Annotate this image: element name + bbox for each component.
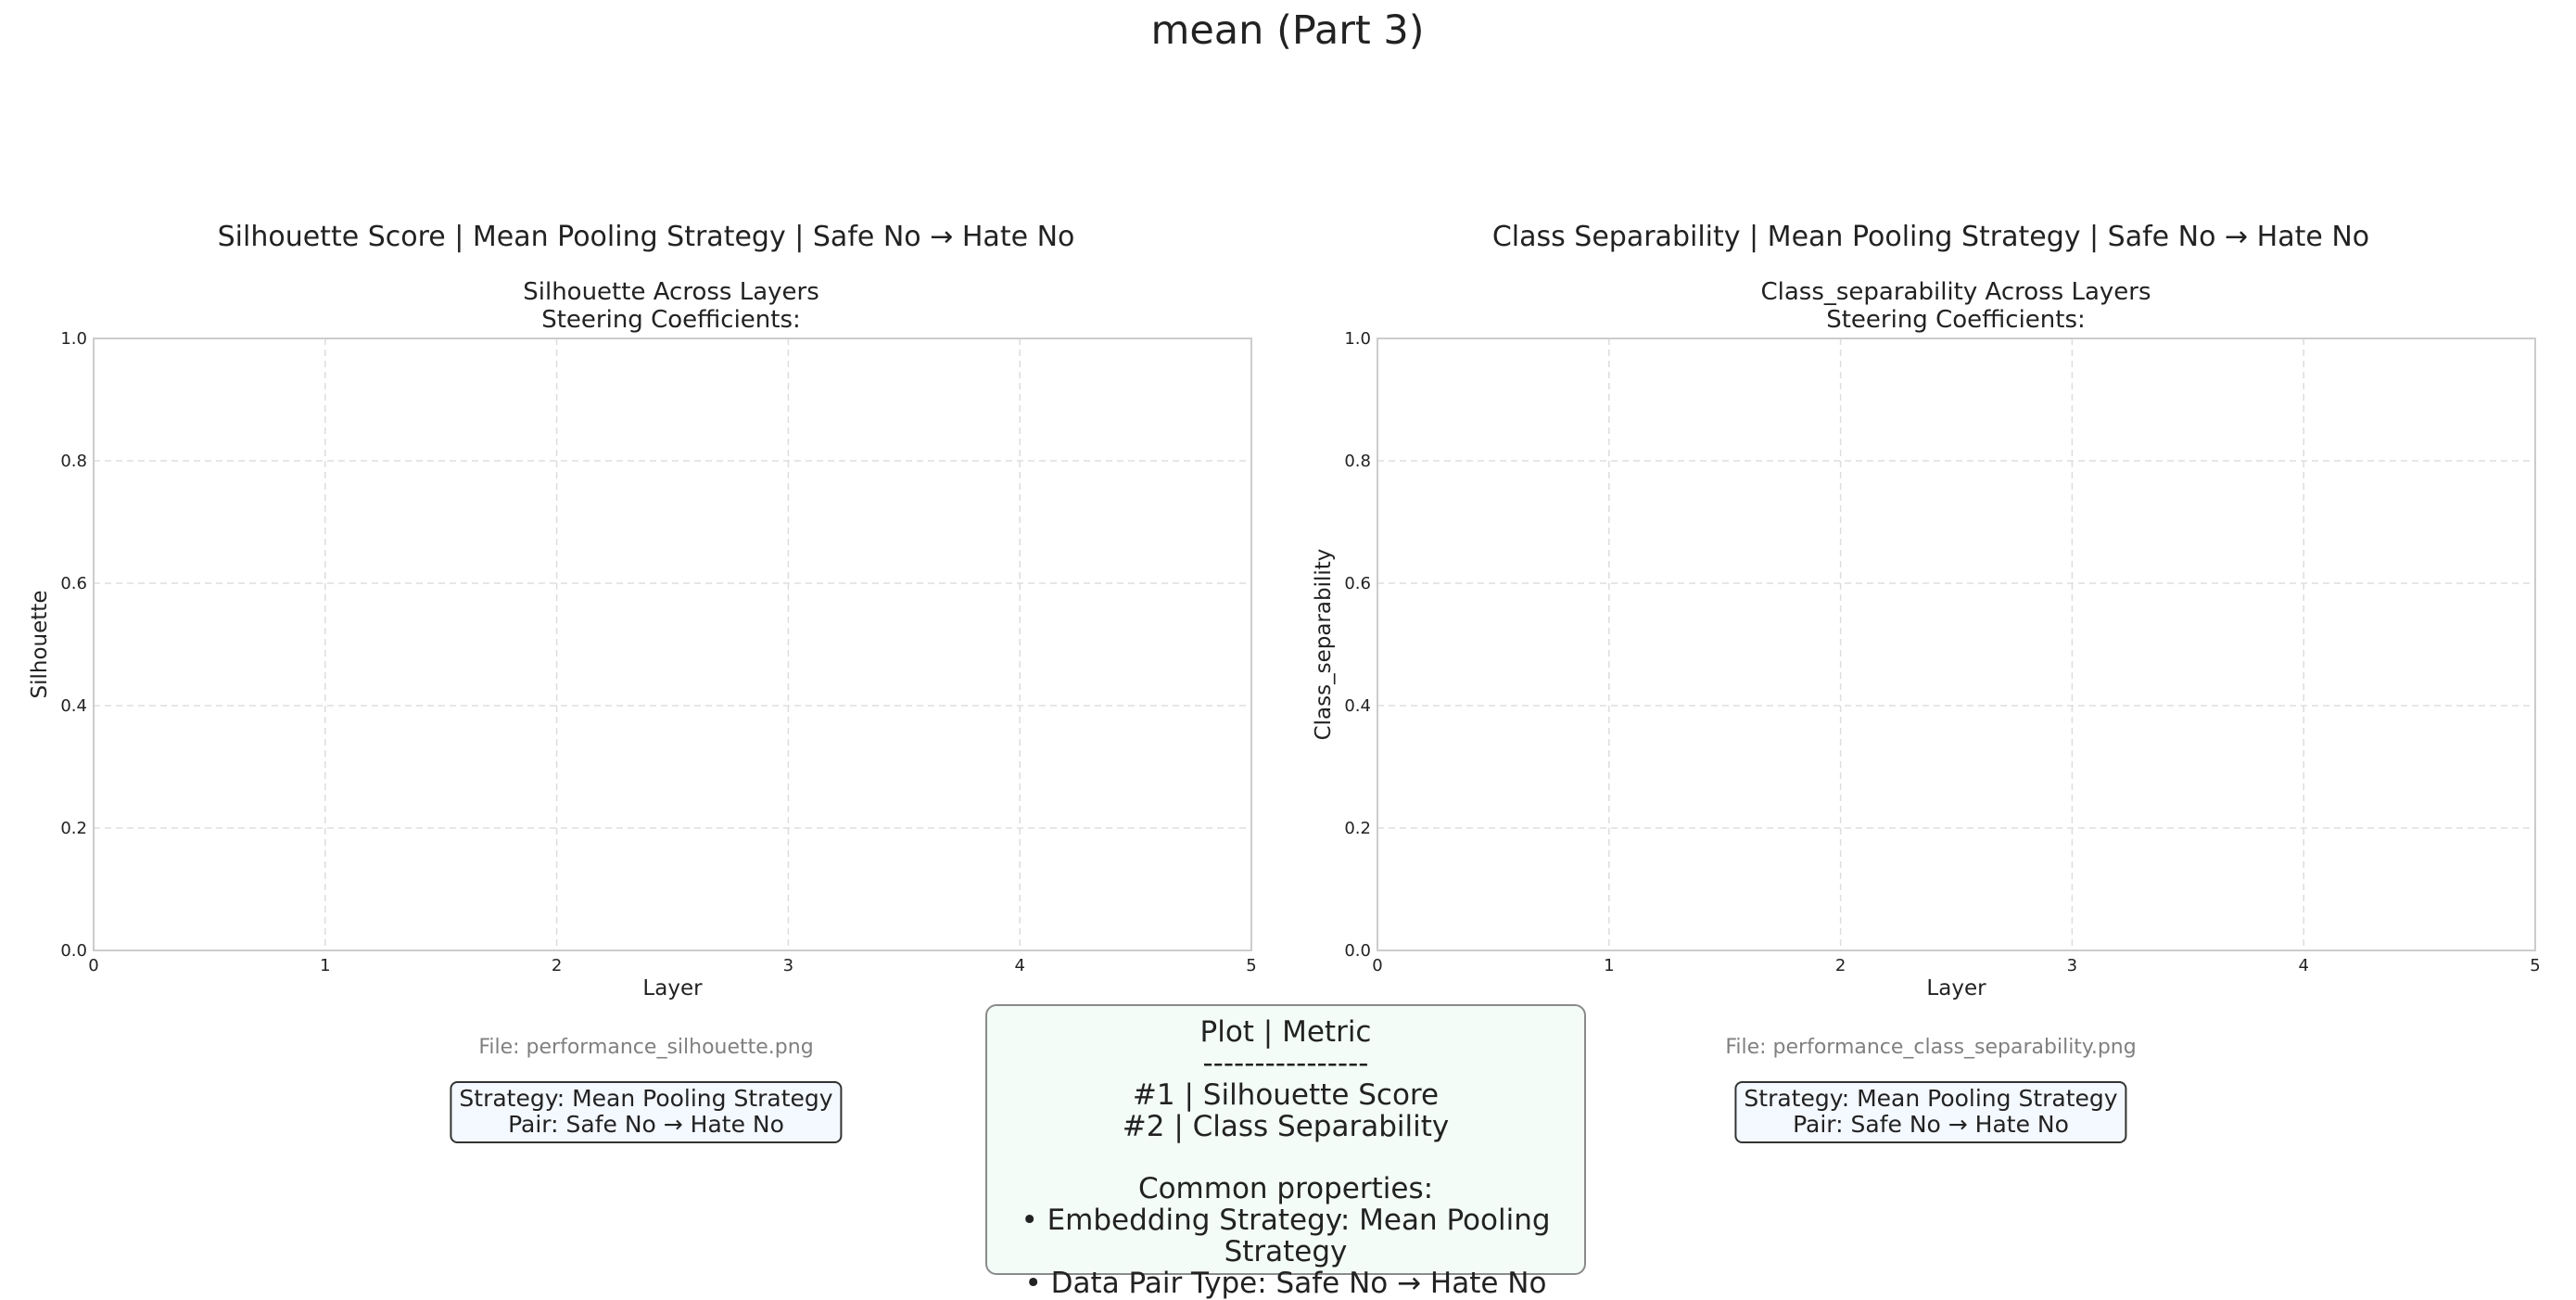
silhouette-x-tick-label: 3 bbox=[783, 956, 793, 975]
plots-canvas: 0 1 2 3 4 5 0.0 0.2 0.4 0.6 0.8 1.0 Layer Silhouette 0… bbox=[28, 329, 2541, 1000]
legend-common-item: • Embedding Strategy: Mean Pooling Strat… bbox=[1021, 1204, 1551, 1268]
class-separability-y-tick-label: 0.4 bbox=[1344, 696, 1371, 716]
class-separability-x-tick-label: 5 bbox=[2530, 956, 2540, 975]
legend-common-header: Common properties: bbox=[1137, 1172, 1434, 1205]
class-separability-chart-title: Class_separability Across Layers bbox=[1760, 278, 2151, 306]
class-separability-y-tick-label: 0.2 bbox=[1344, 819, 1371, 838]
silhouette-axes-frame bbox=[93, 338, 1252, 951]
silhouette-x-tick-label: 5 bbox=[1246, 956, 1256, 975]
silhouette-y-tick-label: 0.6 bbox=[60, 574, 87, 593]
silhouette-chart-subtitle: Steering Coefficients: bbox=[541, 306, 801, 334]
class-separability-y-tick-label: 1.0 bbox=[1344, 329, 1371, 349]
legend-row: #1 | Silhouette Score bbox=[1132, 1078, 1440, 1112]
silhouette-y-tick-label: 0.0 bbox=[60, 941, 87, 961]
class-separability-y-tick-label: 0.0 bbox=[1344, 941, 1371, 961]
class-separability-y-axis-label: Class_separability bbox=[1312, 549, 1336, 741]
silhouette-y-tick-label: 1.0 bbox=[60, 329, 87, 349]
class-separability-strategy-text: Strategy: Mean Pooling Strategy bbox=[1744, 1085, 2118, 1112]
legend-divider: ---------------- bbox=[1202, 1047, 1369, 1080]
silhouette-x-tick-label: 4 bbox=[1014, 956, 1024, 975]
silhouette-panel-title: Silhouette Score | Mean Pooling Strategy… bbox=[217, 221, 1075, 253]
silhouette-y-axis-label: Silhouette bbox=[28, 591, 52, 699]
silhouette-x-tick-label: 2 bbox=[552, 956, 562, 975]
silhouette-info-box: Strategy: Mean Pooling Strategy Pair: Sa… bbox=[450, 1081, 843, 1143]
silhouette-strategy-text: Strategy: Mean Pooling Strategy bbox=[459, 1085, 833, 1112]
silhouette-pair-text: Pair: Safe No → Hate No bbox=[508, 1111, 784, 1138]
class-separability-x-tick-label: 3 bbox=[2067, 956, 2077, 975]
class-separability-info-box: Strategy: Mean Pooling Strategy Pair: Sa… bbox=[1734, 1081, 2127, 1143]
class-separability-chart-subtitle: Steering Coefficients: bbox=[1826, 306, 2086, 334]
class-separability-x-tick-label: 4 bbox=[2298, 956, 2308, 975]
legend-header: Plot | Metric bbox=[1199, 1015, 1372, 1049]
silhouette-subtitle: Silhouette Across Layers Steering Coeffi… bbox=[523, 278, 819, 334]
silhouette-y-tick-label: 0.8 bbox=[60, 452, 87, 471]
silhouette-x-axis-label: Layer bbox=[642, 976, 703, 1000]
silhouette-x-tick-label: 1 bbox=[320, 956, 330, 975]
legend-row: #2 | Class Separability bbox=[1122, 1110, 1450, 1143]
class-separability-subtitle: Class_separability Across Layers Steerin… bbox=[1760, 278, 2151, 334]
class-separability-panel-title: Class Separability | Mean Pooling Strate… bbox=[1491, 221, 2370, 253]
figure-title: mean (Part 3) bbox=[1150, 7, 1425, 54]
legend-common-item: • Data Pair Type: Safe No → Hate No bbox=[1024, 1267, 1547, 1300]
summary-legend-box: Plot | Metric ---------------- #1 | Silh… bbox=[985, 1004, 1586, 1299]
class-separability-x-tick-label: 2 bbox=[1835, 956, 1846, 975]
silhouette-file-label: File: performance_silhouette.png bbox=[478, 1036, 814, 1059]
class-separability-y-tick-label: 0.8 bbox=[1344, 452, 1371, 471]
silhouette-y-tick-label: 0.4 bbox=[60, 696, 87, 716]
silhouette-x-tick-label: 0 bbox=[88, 956, 98, 975]
class-separability-x-tick-label: 0 bbox=[1372, 956, 1382, 975]
class-separability-file-label: File: performance_class_separability.png bbox=[1725, 1036, 2137, 1059]
class-separability-y-tick-label: 0.6 bbox=[1344, 574, 1371, 593]
class-separability-x-axis-label: Layer bbox=[1926, 976, 1986, 1000]
class-separability-axes-frame bbox=[1377, 338, 2536, 951]
class-separability-x-tick-label: 1 bbox=[1604, 956, 1614, 975]
silhouette-chart-title: Silhouette Across Layers bbox=[523, 278, 819, 306]
silhouette-y-tick-label: 0.2 bbox=[60, 819, 87, 838]
class-separability-pair-text: Pair: Safe No → Hate No bbox=[1793, 1111, 2069, 1138]
